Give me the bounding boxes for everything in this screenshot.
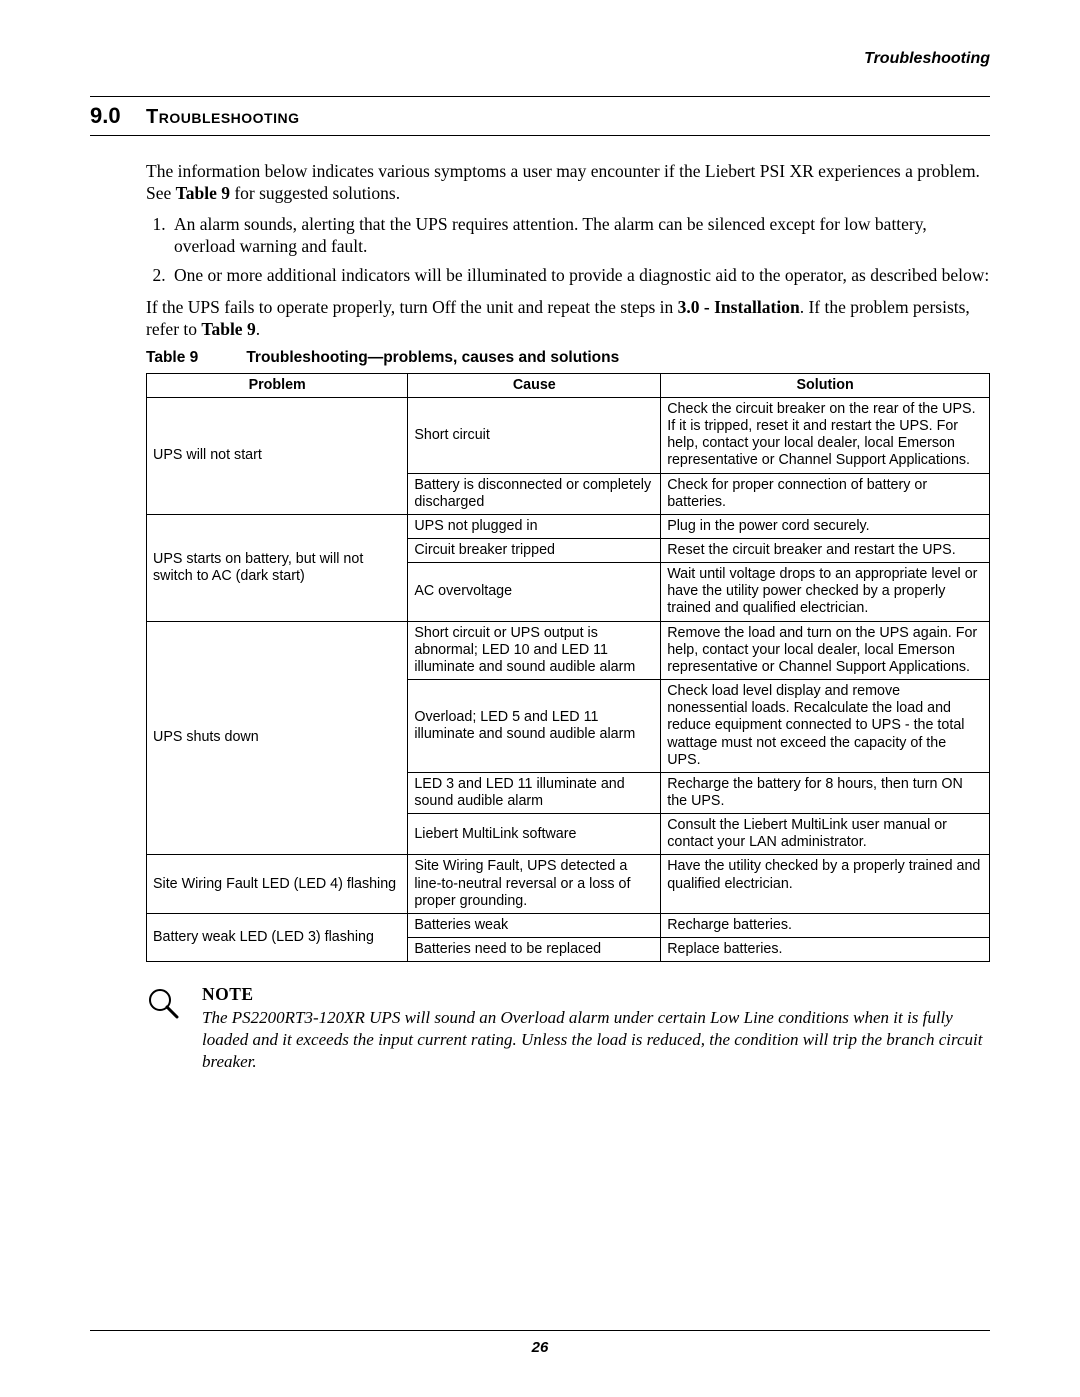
cell-cause: LED 3 and LED 11 illuminate and sound au… [408,772,661,813]
cell-solution: Check the circuit breaker on the rear of… [661,397,990,473]
table-label: Table 9 [146,349,242,367]
table-caption-text: Troubleshooting—problems, causes and sol… [246,349,619,366]
cell-solution: Plug in the power cord securely. [661,514,990,538]
text: for suggested solutions. [230,183,400,203]
cell-problem: UPS will not start [147,397,408,514]
section-ref: 3.0 - Installation [678,297,800,317]
note-body: NOTE The PS2200RT3-120XR UPS will sound … [202,984,990,1072]
magnifier-icon [146,984,202,1072]
table-row: UPS starts on battery, but will not swit… [147,514,990,538]
cell-solution: Replace batteries. [661,938,990,962]
col-header-solution: Solution [661,373,990,397]
cell-solution: Reset the circuit breaker and restart th… [661,538,990,562]
cell-solution: Wait until voltage drops to an appropria… [661,563,990,621]
table-row: Battery weak LED (LED 3) flashing Batter… [147,913,990,937]
cell-solution: Consult the Liebert MultiLink user manua… [661,814,990,855]
intro-list: An alarm sounds, alerting that the UPS r… [146,213,990,286]
footer-rule [90,1330,990,1331]
table-header-row: Problem Cause Solution [147,373,990,397]
note-block: NOTE The PS2200RT3-120XR UPS will sound … [146,984,990,1072]
note-text: The PS2200RT3-120XR UPS will sound an Ov… [202,1007,990,1072]
intro-paragraph-1: The information below indicates various … [146,160,990,205]
text: If the UPS fails to operate properly, tu… [146,297,678,317]
table-row: Site Wiring Fault LED (LED 4) flashing S… [147,855,990,913]
cell-cause: AC overvoltage [408,563,661,621]
cell-cause: Short circuit or UPS output is abnormal;… [408,621,661,679]
cell-solution: Have the utility checked by a properly t… [661,855,990,913]
cell-problem: Battery weak LED (LED 3) flashing [147,913,408,961]
col-header-problem: Problem [147,373,408,397]
page: Troubleshooting 9.0 Troubleshooting The … [0,0,1080,1397]
cell-solution: Remove the load and turn on the UPS agai… [661,621,990,679]
section-number: 9.0 [90,103,146,129]
cell-solution: Check load level display and remove none… [661,680,990,773]
troubleshooting-table: Problem Cause Solution UPS will not star… [146,373,990,963]
text: . [256,319,260,339]
cell-cause: UPS not plugged in [408,514,661,538]
cell-cause: Liebert MultiLink software [408,814,661,855]
section-rule-top [90,96,990,97]
cell-cause: Circuit breaker tripped [408,538,661,562]
footer: 26 [0,1330,1080,1357]
list-item: One or more additional indicators will b… [170,264,990,286]
cell-cause: Batteries need to be replaced [408,938,661,962]
cell-cause: Batteries weak [408,913,661,937]
cell-cause: Site Wiring Fault, UPS detected a line-t… [408,855,661,913]
running-header: Troubleshooting [90,50,990,68]
cell-solution: Recharge the battery for 8 hours, then t… [661,772,990,813]
page-number: 26 [532,1339,549,1356]
list-item: An alarm sounds, alerting that the UPS r… [170,213,990,258]
table-row: UPS will not start Short circuit Check t… [147,397,990,473]
cell-problem: UPS starts on battery, but will not swit… [147,514,408,621]
cell-cause: Short circuit [408,397,661,473]
table-caption: Table 9 Troubleshooting—problems, causes… [146,349,990,367]
cell-solution: Recharge batteries. [661,913,990,937]
cell-cause: Overload; LED 5 and LED 11 illuminate an… [408,680,661,773]
table-ref: Table 9 [176,183,230,203]
table-row: UPS shuts down Short circuit or UPS outp… [147,621,990,679]
cell-problem: Site Wiring Fault LED (LED 4) flashing [147,855,408,913]
cell-problem: UPS shuts down [147,621,408,855]
cell-cause: Battery is disconnected or completely di… [408,473,661,514]
section-rule-bottom [90,135,990,136]
section-title: Troubleshooting [146,106,300,129]
table-ref: Table 9 [201,319,255,339]
col-header-cause: Cause [408,373,661,397]
intro-paragraph-2: If the UPS fails to operate properly, tu… [146,296,990,341]
section-heading: 9.0 Troubleshooting [90,103,990,129]
cell-solution: Check for proper connection of battery o… [661,473,990,514]
note-label: NOTE [202,984,990,1005]
body: The information below indicates various … [146,160,990,1073]
